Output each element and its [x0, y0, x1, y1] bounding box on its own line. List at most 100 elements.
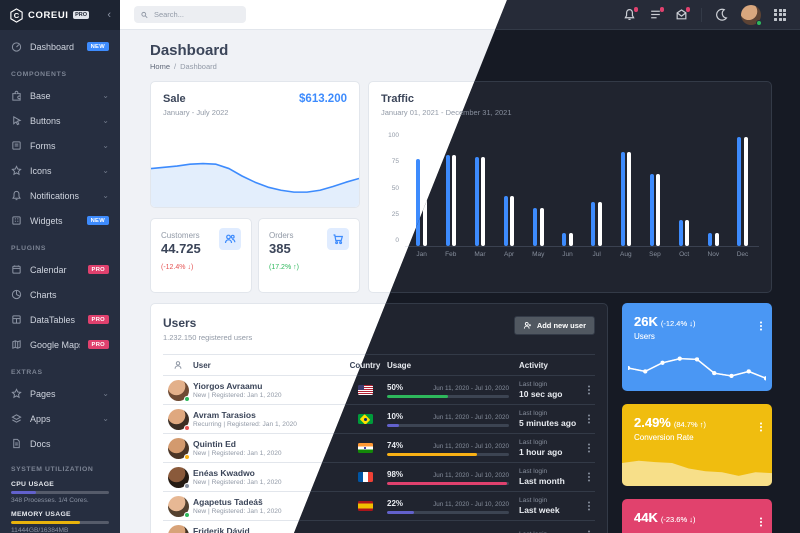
header-divider [701, 7, 702, 22]
row-menu-icon[interactable] [588, 476, 590, 478]
activity-label: Last login [519, 468, 548, 475]
column-country: Country [349, 360, 381, 370]
table-row[interactable]: Friderik DávidNew | Registered: Jan 1, 2… [294, 521, 595, 533]
avatar [167, 437, 190, 460]
sidebar-item-google-maps[interactable]: Google Maps PRO [0, 332, 120, 357]
sidebar-item-dashboard[interactable]: Dashboard NEW [0, 34, 120, 59]
usage-percent: 10% [387, 411, 404, 421]
activity-value: 5 minutes ago [519, 418, 577, 428]
chevron-down-icon: ⌄ [102, 116, 109, 125]
widget-delta: (84.7% ↑) [673, 420, 706, 429]
user-name: Friderik Dávid [193, 525, 250, 533]
apps-grid-icon[interactable] [774, 8, 786, 21]
bell-icon [12, 190, 21, 201]
traffic-month-label: Aug [620, 251, 632, 258]
sidebar-item-apps[interactable]: Apps ⌄ [0, 406, 120, 431]
conversion-widget-card: 2.49% (84.7% ↑) Conversion Rate [622, 404, 772, 486]
country-flag-in [357, 443, 373, 453]
traffic-period: January 01, 2021 - December 31, 2021 [381, 108, 512, 117]
sidebar-item-datatables[interactable]: DataTables PRO [0, 307, 120, 332]
users-sparkline [628, 356, 766, 381]
widget-menu-icon[interactable] [760, 521, 762, 523]
activity-value: 10 sec ago [519, 389, 563, 399]
usage-period: Jun 11, 2020 - Jul 10, 2020 [433, 413, 509, 421]
widget-menu-icon[interactable] [760, 426, 762, 428]
breadcrumb: Home / Dashboard [150, 62, 772, 71]
row-menu-icon[interactable] [588, 418, 590, 420]
cpu-usage-meter: CPU USAGE 348 Processes. 1/4 Cores. [11, 481, 109, 504]
sale-area-chart [151, 162, 359, 207]
traffic-month-label: Mar [474, 251, 486, 258]
chevron-down-icon: ⌄ [102, 414, 109, 423]
dark-mode-moon-icon[interactable] [715, 8, 728, 21]
activity-label: Last login [519, 381, 548, 388]
sale-card: Sale $613.200 January - July 2022 [150, 81, 360, 208]
sidebar-item-notifications[interactable]: Notifications ⌄ [0, 183, 120, 208]
activity-label: Last login [519, 410, 548, 417]
sidebar-item-widgets[interactable]: Widgets NEW [0, 208, 120, 233]
sidebar-section-extras: EXTRAS [11, 369, 43, 376]
widgets-icon [12, 216, 21, 225]
traffic-bar-pair [553, 135, 582, 246]
system-utilization: SYSTEM UTILIZATION CPU USAGE 348 Process… [0, 456, 120, 533]
sidebar-item-buttons[interactable]: Buttons ⌄ [0, 108, 120, 133]
sidebar-item-base[interactable]: Base ⌄ [0, 83, 120, 108]
conversion-widget-chart [622, 440, 772, 486]
conversion-area-chart [622, 460, 772, 486]
coreui-logo-icon: C [10, 7, 23, 23]
sidebar-item-forms[interactable]: Forms ⌄ [0, 133, 120, 158]
person-plus-icon [523, 321, 531, 329]
activity-value: Last week [519, 505, 560, 515]
row-menu-icon[interactable] [588, 505, 590, 507]
widget-value: 44K (-23.6% ↓) [634, 510, 696, 525]
notification-dot [659, 7, 664, 12]
widget-menu-icon[interactable] [760, 325, 762, 327]
orders-delta: (17.2% ↑) [269, 264, 299, 271]
user-name: Enéas Kwadwo [193, 467, 255, 478]
users-table: User Country Usage Activity Yiorgos Avra… [294, 354, 595, 533]
star-icon [11, 165, 22, 176]
avatar [167, 379, 190, 402]
row-menu-icon[interactable] [588, 447, 590, 449]
row-menu-icon[interactable] [588, 389, 590, 391]
traffic-bar-pair [407, 135, 436, 246]
user-name: Quintin Ed [193, 438, 236, 449]
pro-badge: PRO [87, 265, 109, 274]
widget-delta: (-12.4% ↓) [660, 319, 696, 328]
users-widget-chart [628, 349, 766, 385]
chevron-down-icon: ⌄ [102, 141, 109, 150]
traffic-month-label: Oct [679, 251, 690, 258]
new-badge: NEW [86, 216, 109, 225]
search-box[interactable] [134, 6, 246, 23]
traffic-month-label: Sep [649, 251, 661, 258]
user-meta: New | Registered: Jan 1, 2020 [193, 479, 282, 487]
traffic-title: Traffic [381, 93, 415, 105]
widget-delta: (-23.6% ↓) [660, 515, 696, 524]
tasks-list-icon[interactable] [649, 7, 664, 21]
sidebar-item-pages[interactable]: Pages ⌄ [0, 381, 120, 406]
add-new-user-button[interactable]: Add new user [513, 316, 595, 335]
sidebar-item-charts[interactable]: Charts [0, 282, 120, 307]
messages-envelope-icon[interactable] [675, 7, 690, 21]
widget-value: 2.49% (84.7% ↑) [634, 415, 706, 430]
breadcrumb-separator: / [174, 62, 177, 71]
user-avatar[interactable] [741, 4, 762, 26]
traffic-bar-pair [728, 135, 757, 246]
activity-label: Last login [519, 531, 583, 533]
breadcrumb-home[interactable]: Home [150, 62, 171, 71]
sidebar-item-icons[interactable]: Icons ⌄ [0, 158, 120, 183]
usage-bar [387, 481, 507, 485]
traffic-bar-pair [524, 135, 553, 246]
traffic-bar-pair [640, 135, 669, 246]
sidebar-collapse-button[interactable]: ‹ [107, 8, 111, 21]
sidebar-item-docs[interactable]: Docs [0, 431, 120, 456]
sidebar-item-calendar[interactable]: Calendar PRO [0, 257, 120, 282]
cpu-usage-bar [11, 491, 36, 494]
notifications-bell-icon[interactable] [623, 7, 638, 21]
search-input[interactable] [153, 10, 239, 19]
